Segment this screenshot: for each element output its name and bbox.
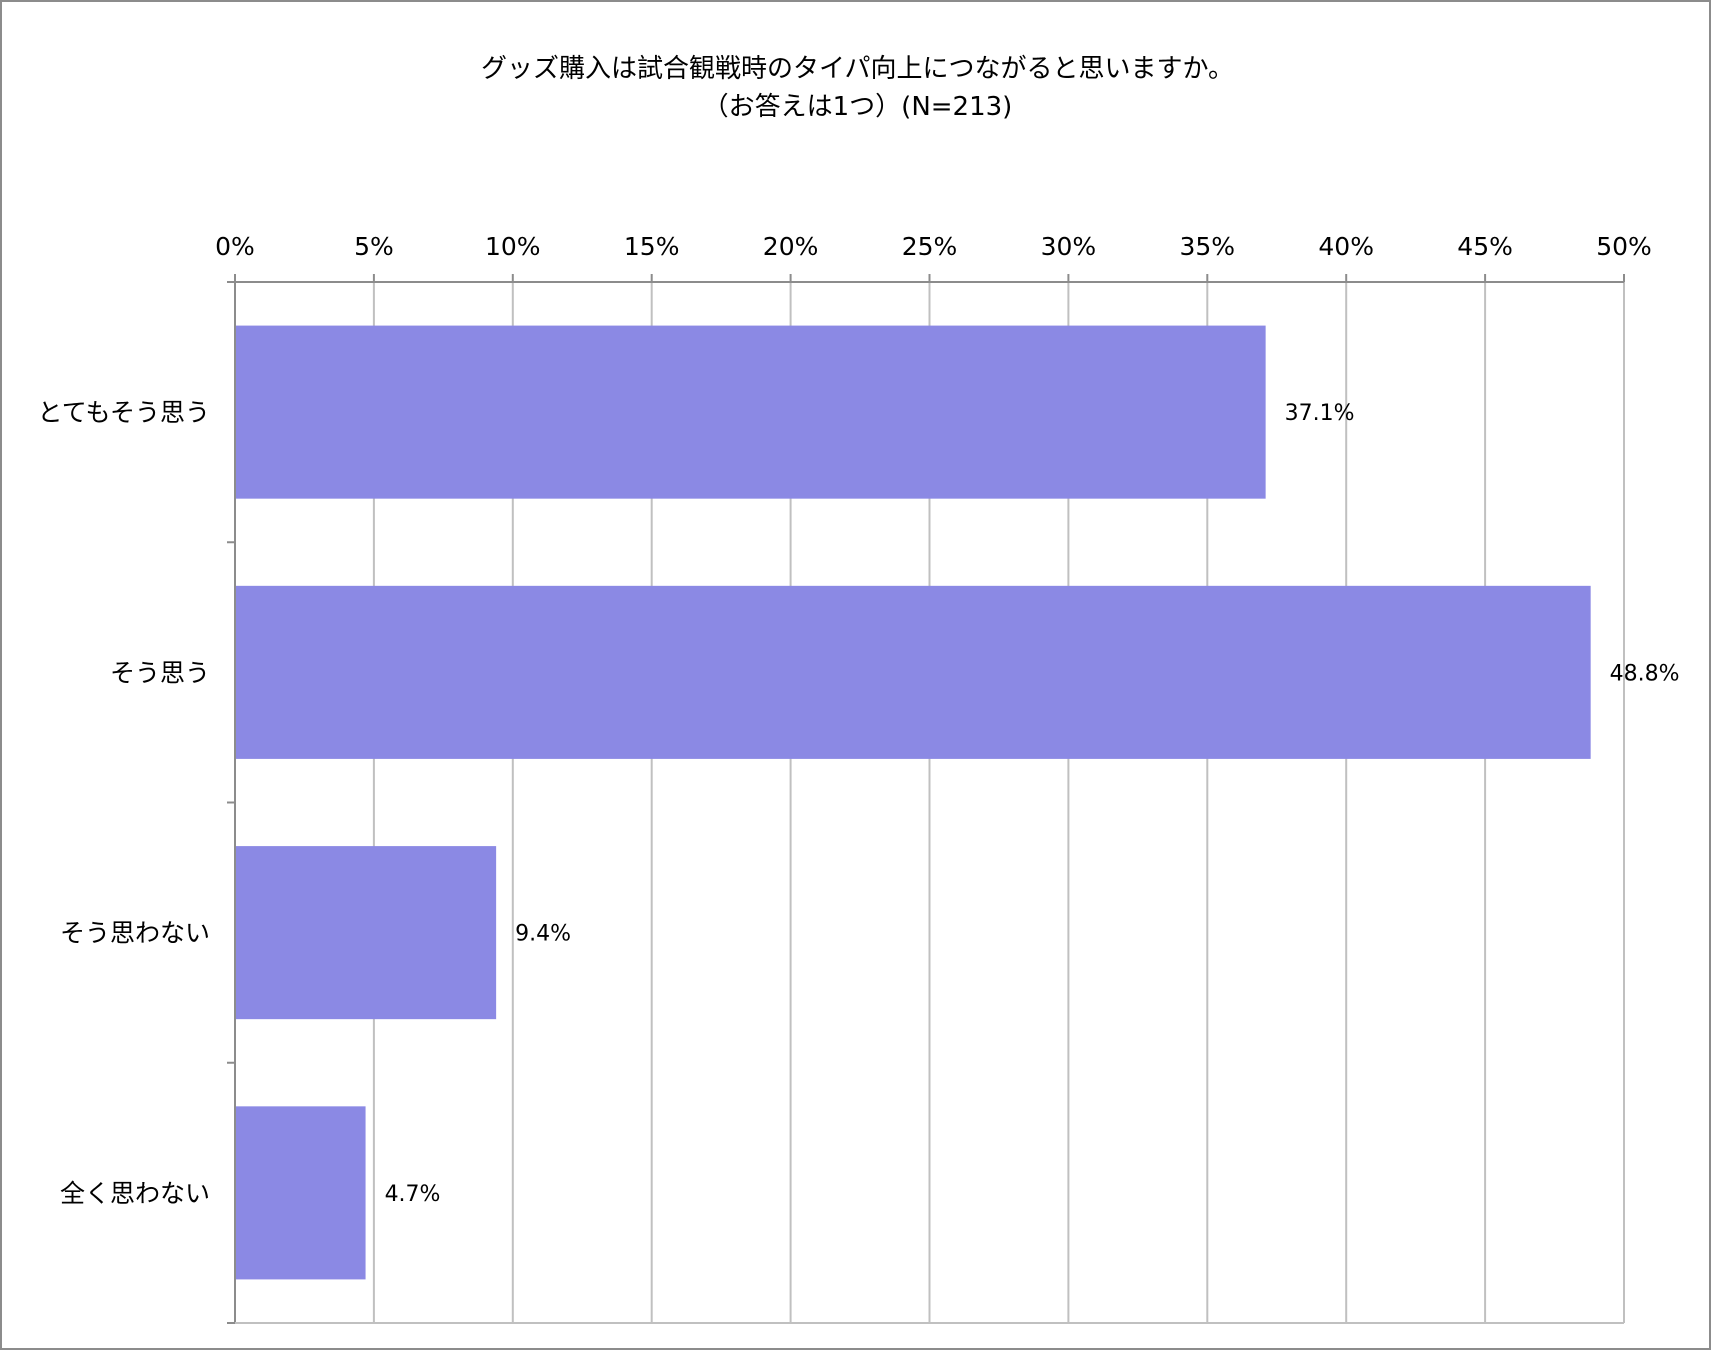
bar xyxy=(236,1106,366,1280)
data-label: 37.1% xyxy=(1285,401,1355,426)
bar xyxy=(236,325,1266,499)
x-tick-label: 15% xyxy=(624,232,680,261)
category-label: そう思う xyxy=(110,658,210,687)
x-tick-label: 45% xyxy=(1457,232,1513,261)
bars xyxy=(236,325,1591,1280)
category-label: 全く思わない xyxy=(60,1179,210,1208)
bar xyxy=(236,846,497,1020)
x-tick-label: 10% xyxy=(485,232,541,261)
x-tick-label: 40% xyxy=(1318,232,1374,261)
data-label: 48.8% xyxy=(1610,661,1680,686)
x-tick-label: 25% xyxy=(902,232,958,261)
data-labels: 37.1% 48.8% 9.4% 4.7% xyxy=(385,401,1680,1207)
data-label: 9.4% xyxy=(515,922,571,947)
x-tick-label: 20% xyxy=(763,232,819,261)
category-label: とてもそう思う xyxy=(37,398,210,427)
x-tick-label: 30% xyxy=(1041,232,1097,261)
x-tick-labels: 0% 5% 10% 15% 20% 25% 30% 35% 40% 45% 50% xyxy=(215,232,1652,261)
data-label: 4.7% xyxy=(385,1182,441,1207)
chart-subtitle: （お答えは1つ）(N=213) xyxy=(702,92,1013,122)
category-label: そう思わない xyxy=(60,919,210,948)
chart-title: グッズ購入は試合観戦時のタイパ向上につながると思いますか。 xyxy=(481,54,1234,84)
x-tick-label: 5% xyxy=(354,232,394,261)
x-tick-label: 50% xyxy=(1596,232,1652,261)
x-tick-label: 35% xyxy=(1180,232,1236,261)
bar xyxy=(236,585,1591,759)
x-tick-label: 0% xyxy=(215,232,255,261)
axes xyxy=(227,274,1625,1324)
